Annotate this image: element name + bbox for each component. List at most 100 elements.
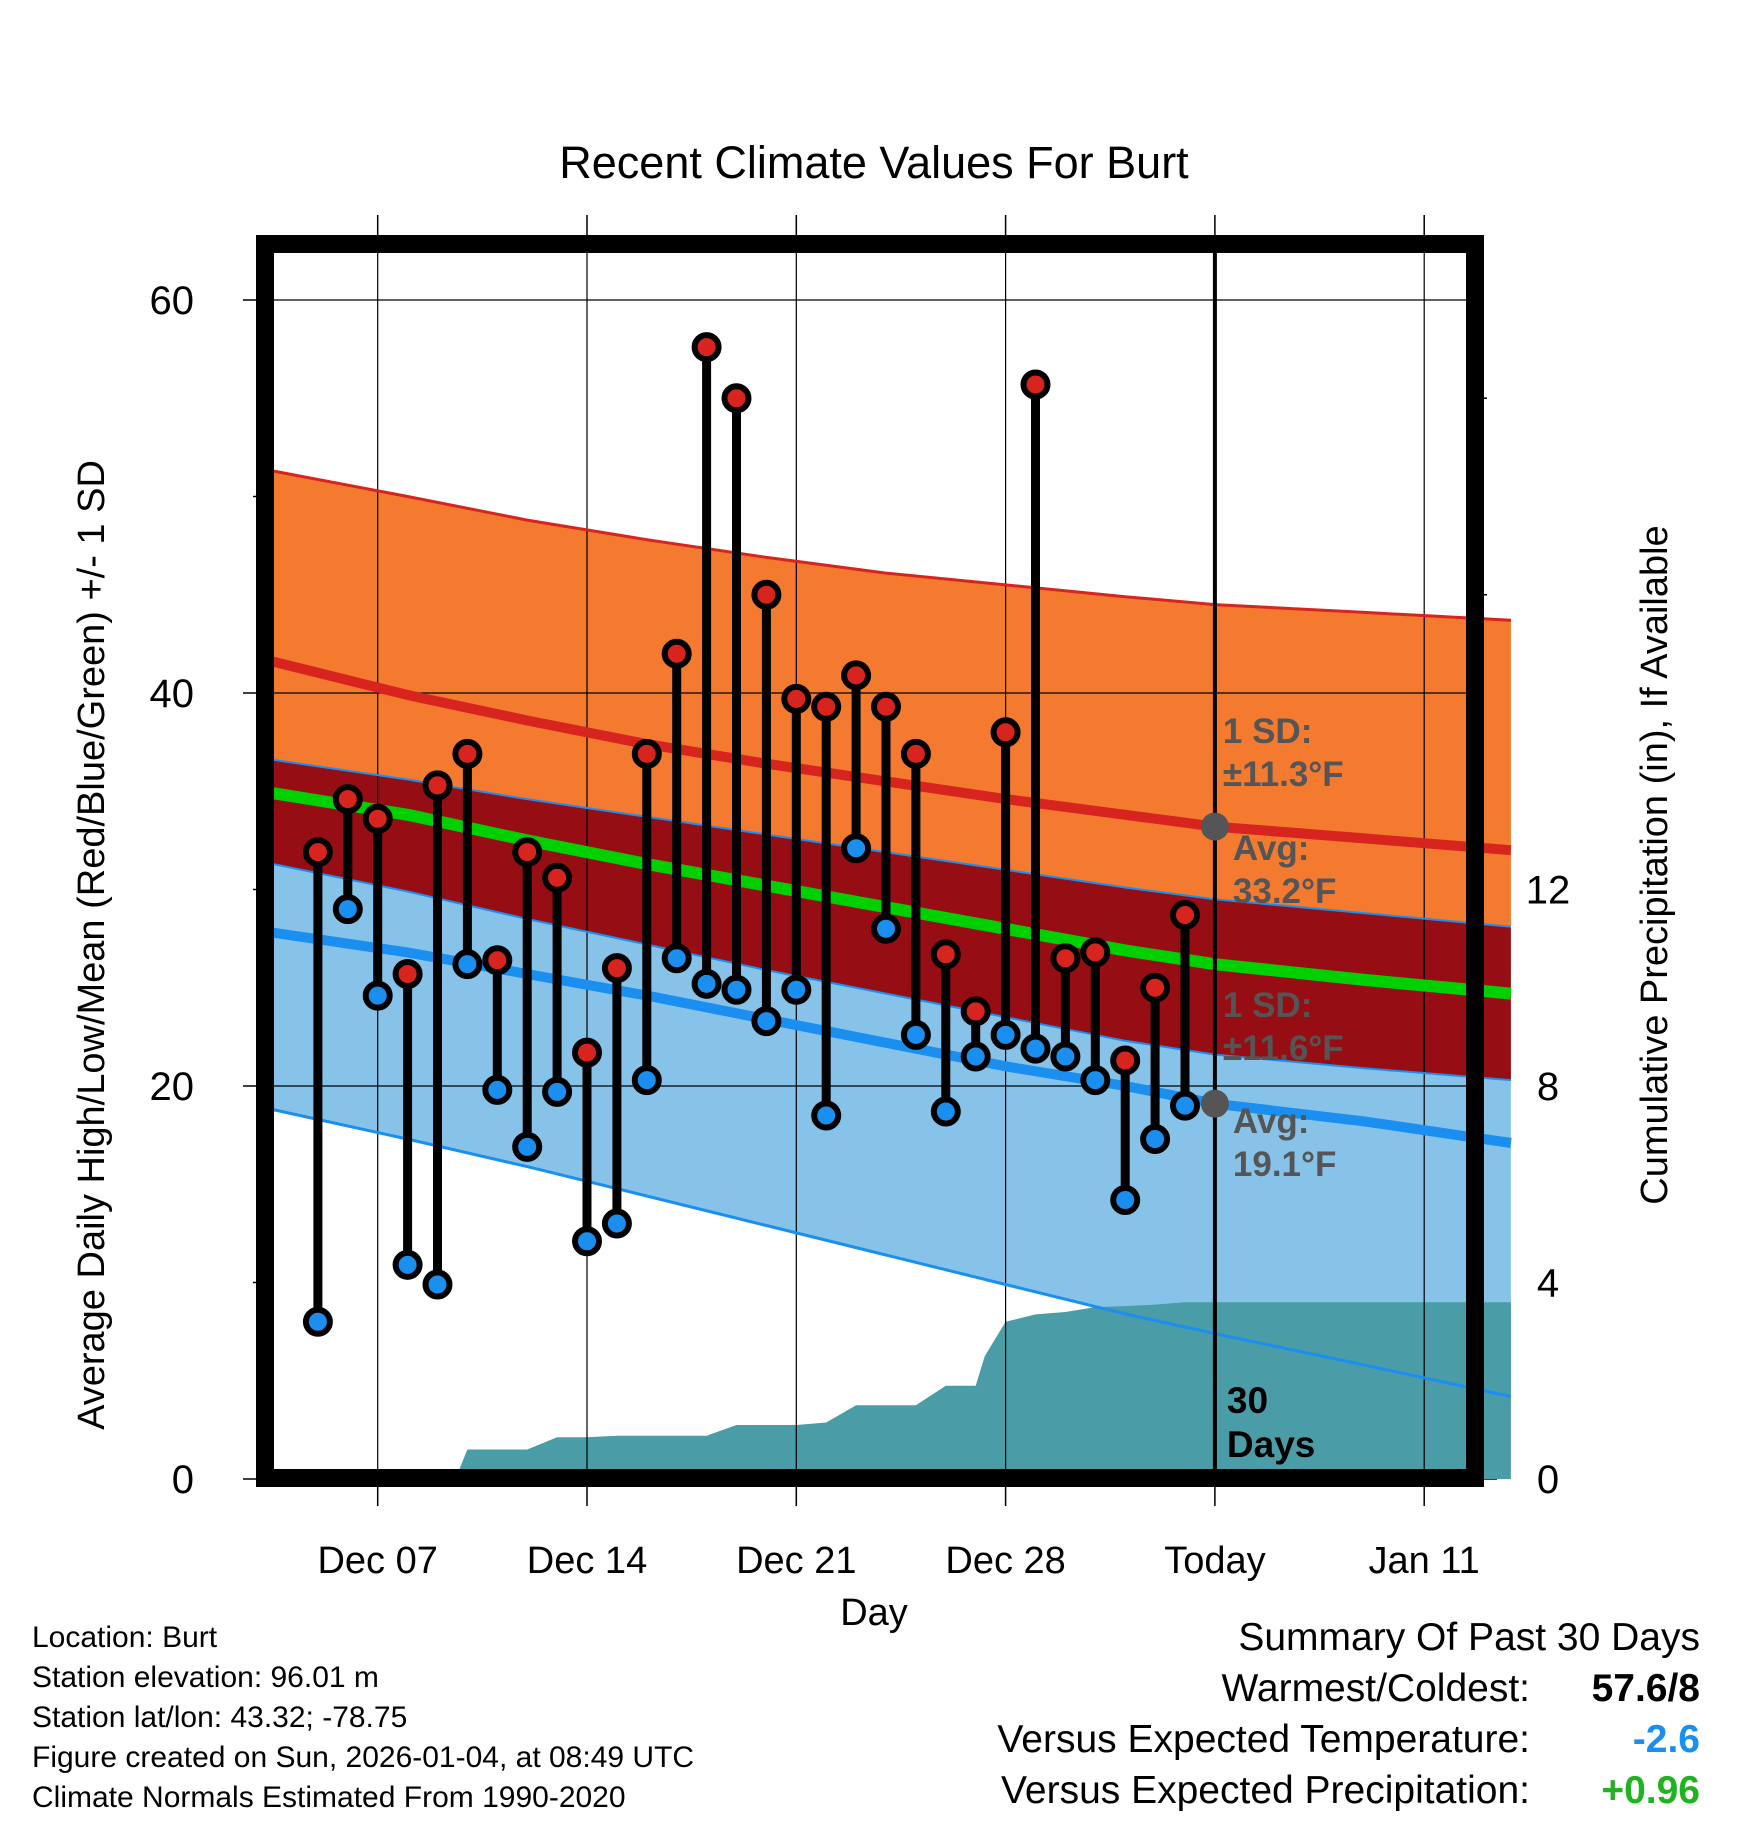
chart-title: Recent Climate Values For Burt [559,137,1189,188]
high-sd-annotation: 1 SD: ±11.3°F [1223,712,1344,794]
daily-high-point [1110,1045,1141,1076]
daily-high-point [1080,937,1111,968]
daily-high-point [811,691,842,722]
daily-high-point [661,638,692,669]
daily-low-point [721,974,752,1005]
low-lower-line [272,1108,1512,1398]
daily-high-point [392,958,423,989]
daily-low-point [1020,1033,1051,1064]
summary-precip-label: Versus Expected Precipitation: [1001,1769,1530,1812]
daily-high-point [572,1037,602,1068]
x-tick-label: Dec 28 [945,1540,1065,1582]
daily-high-point [930,939,961,970]
daily-low-point [1050,1041,1081,1072]
daily-low-point [422,1269,453,1300]
daily-low-point [542,1076,573,1107]
low-avg-annotation: Avg: 19.1°F [1233,1102,1337,1184]
daily-low-point [781,974,812,1005]
daily-high-point [781,683,812,714]
daily-high-point [512,837,543,868]
info-created: Figure created on Sun, 2026-01-04, at 08… [32,1741,695,1774]
daily-low-point [811,1100,842,1131]
daily-low-point [751,1006,782,1037]
daily-low-point [1140,1124,1171,1155]
low-sd-annotation: 1 SD: ±11.6°F [1223,986,1344,1068]
summary-warmest-label: Warmest/Coldest: [1221,1667,1530,1710]
y2-tick-label: 4 [1537,1262,1559,1306]
daily-low-point [452,949,483,980]
daily-low-point [900,1019,931,1050]
x-tick-label: Dec 21 [736,1540,856,1582]
y-tick-label: 40 [150,672,195,716]
x-tick-label: Today [1164,1540,1265,1582]
daily-low-point [1080,1065,1111,1096]
low-sd-band [273,864,1511,1397]
daily-high-point [1140,972,1171,1003]
plot-frame [256,235,1484,1487]
daily-high-point [422,770,453,801]
daily-high-point [601,953,632,984]
daily-high-point [990,717,1021,748]
daily-low-point [990,1019,1021,1050]
plot-area: 0 20 40 60 0 4 8 12 Dec 07 Dec 14 Dec 21 Dec 28 Toda… [150,215,1571,1582]
daily-high-point [1050,943,1081,974]
daily-high-point [302,837,333,868]
daily-high-point [1170,900,1200,931]
daily-low-point [482,1074,513,1105]
daily-low-point [302,1306,333,1337]
daily-high-point [332,784,363,815]
summary-panel: Summary Of Past 30 Days Warmest/Coldest:… [997,1612,1700,1816]
y2-tick-label: 12 [1526,869,1571,913]
daily-low-point [871,913,901,944]
daily-low-point [631,1065,662,1096]
today-high-marker [1200,812,1229,841]
daily-low-point [691,968,722,999]
y-tick-label: 0 [172,1458,194,1502]
station-info: Location: Burt Station elevation: 96.01 … [32,1618,694,1818]
summary-title: Summary Of Past 30 Days [1238,1616,1700,1659]
summary-warmest-row: Warmest/Coldest: 57.6/8 [997,1663,1700,1714]
daily-low-point [841,833,872,864]
daily-high-point [751,579,782,610]
daily-low-point [601,1208,632,1239]
info-normals: Climate Normals Estimated From 1990-2020 [32,1781,626,1814]
high-avg-annotation: Avg: 33.2°F [1233,829,1337,911]
precip-area [288,1302,1511,1479]
low-upper-line [272,863,1511,1082]
daily-low-point [512,1131,543,1162]
summary-temp-value: -2.6 [1632,1718,1700,1761]
daily-low-point [930,1096,961,1127]
info-location: Location: Burt [32,1621,218,1654]
daily-high-point [871,691,901,722]
y-tick-label: 60 [150,279,195,323]
today-low-marker [1200,1089,1229,1118]
high-upper-line [272,469,1511,622]
daily-high-point [691,332,722,363]
daily-high-point [721,383,752,414]
daily-low-point [1170,1090,1200,1121]
y2-tick-label: 8 [1537,1065,1559,1109]
x-tick-label: Jan 11 [1369,1540,1480,1582]
summary-precip-value: +0.96 [1601,1769,1700,1812]
daily-high-point [542,862,573,893]
x-axis-label: Day [840,1592,908,1634]
daily-high-point [960,996,991,1027]
daily-high-point [841,660,872,691]
y2-axis-label: Cumulative Precipitation (in), If Availa… [1634,525,1676,1204]
daily-low-point [572,1226,602,1257]
daily-high-point [900,738,931,769]
summary-temp-row: Versus Expected Temperature: -2.6 [997,1714,1700,1765]
today-days-label: 30 Days [1227,1380,1315,1465]
summary-precip-row: Versus Expected Precipitation: +0.96 [997,1765,1700,1816]
daily-high-point [482,945,513,976]
x-tick-label: Dec 07 [317,1540,437,1582]
info-elevation: Station elevation: 96.01 m [32,1661,379,1694]
daily-low-point [960,1041,991,1072]
info-latlon: Station lat/lon: 43.32; -78.75 [32,1701,408,1734]
daily-low-point [661,943,692,974]
y2-tick-label: 0 [1537,1458,1559,1502]
daily-low-point [362,980,393,1011]
daily-low-point [392,1249,423,1280]
daily-high-point [631,738,662,769]
